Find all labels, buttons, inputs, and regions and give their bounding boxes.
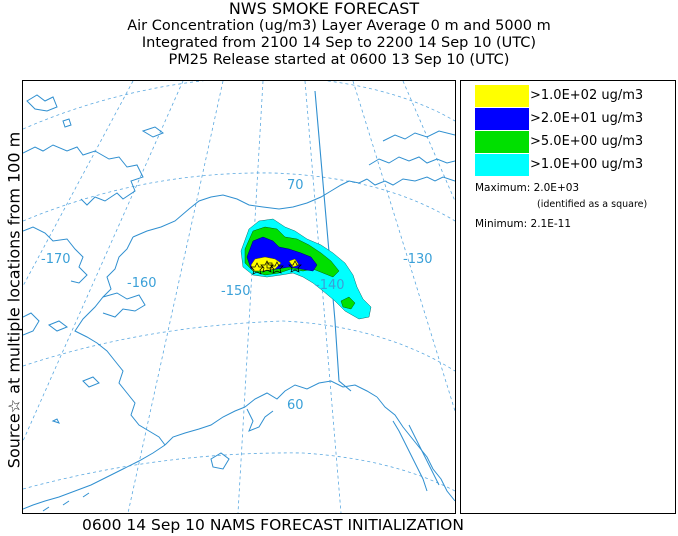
coast-norton-sound xyxy=(102,292,146,318)
longitude-line-140 xyxy=(304,81,342,513)
maximum-note: (identified as a square) xyxy=(537,199,648,210)
coast-panhandle-islands xyxy=(392,420,428,492)
lat-label-70: 70 xyxy=(287,178,304,193)
coast-canada-islands xyxy=(368,156,455,166)
lon-label-170: -170 xyxy=(41,252,71,267)
coast-wrangel xyxy=(141,126,165,138)
longitude-line-150 xyxy=(237,81,264,513)
legend-label-2: >2.0E+01 ug/m3 xyxy=(530,111,644,126)
legend-swatch-3 xyxy=(475,131,529,153)
longitude-line-130 xyxy=(352,81,455,412)
longitude-line-120 xyxy=(402,81,455,202)
legend-label-1: >1.0E+02 ug/m3 xyxy=(530,88,644,103)
latitude-line-80 xyxy=(23,81,455,130)
lon-label-160: -160 xyxy=(127,276,157,291)
latitude-lines xyxy=(23,81,455,492)
source-markers xyxy=(250,260,302,275)
latitude-line-70 xyxy=(23,172,455,222)
legend-panel: >1.0E+02 ug/m3 >2.0E+01 ug/m3 >5.0E+00 u… xyxy=(460,80,676,514)
subtitle-release-time: PM25 Release started at 0600 13 Sep 10 (… xyxy=(168,52,510,68)
legend-label-4: >1.0E+00 ug/m3 xyxy=(530,157,644,172)
coast-panhandle-islands-2 xyxy=(408,424,440,486)
lat-label-60: 60 xyxy=(287,398,304,413)
coast-nunivak xyxy=(82,376,100,388)
lon-label-140: -140 xyxy=(315,278,345,293)
legend-swatch-1 xyxy=(475,85,529,107)
coast-russia-north xyxy=(23,144,144,206)
subtitle-concentration: Air Concentration (ug/m3) Layer Average … xyxy=(127,18,551,34)
latitude-line-50 xyxy=(23,452,455,492)
lon-label-130: -130 xyxy=(403,252,433,267)
subtitle-integration-period: Integrated from 2100 14 Sep to 2200 14 S… xyxy=(141,35,537,51)
coast-kenai xyxy=(246,408,274,432)
coast-alaska-peninsula xyxy=(23,444,166,510)
minimum-value: Minimum: 2.1E-11 xyxy=(475,218,572,230)
coast-pribilofs xyxy=(51,418,60,424)
title-block: NWS SMOKE FORECAST Air Concentration (ug… xyxy=(0,0,678,69)
coast-island-small xyxy=(62,118,72,128)
coast-canada-arctic xyxy=(366,176,455,186)
maximum-value: Maximum: 2.0E+03 xyxy=(475,182,580,194)
graticule-labels: 70 60 -170 -160 -150 -140 -130 xyxy=(41,178,433,413)
coast-kodiak xyxy=(210,452,230,470)
alaska-canada-border xyxy=(314,90,352,392)
plume-green-patch xyxy=(340,296,356,310)
coast-panhandle xyxy=(376,396,455,502)
source-star-icon xyxy=(288,260,302,273)
longitude-line-180 xyxy=(23,81,134,287)
coast-canada-islands-2 xyxy=(382,130,455,142)
map-canvas: 70 60 -170 -160 -150 -140 -130 xyxy=(23,81,455,513)
source-star-icon xyxy=(250,262,264,275)
map-panel: 70 60 -170 -160 -150 -140 -130 xyxy=(22,80,456,514)
source-label: Source☆ at multiple locations from 100 m xyxy=(4,131,24,469)
legend-swatch-4 xyxy=(475,154,529,176)
latitude-line-60 xyxy=(23,320,455,372)
maximum-square xyxy=(266,262,273,269)
coast-bristol-bay xyxy=(164,406,246,446)
plume-contour-yellow xyxy=(250,256,282,272)
legend-label-3: >5.0E+00 ug/m3 xyxy=(530,134,644,149)
longitude-lines xyxy=(23,81,455,513)
coast-alaska-north xyxy=(132,178,368,238)
longitude-line-160 xyxy=(127,81,224,513)
coast-south-central xyxy=(244,380,378,408)
coast-chukotka xyxy=(23,226,88,284)
coast-aleutians xyxy=(42,492,90,512)
lon-label-150: -150 xyxy=(221,284,251,299)
coast-alaska-west xyxy=(74,236,166,446)
forecast-initialization: 0600 14 Sep 10 NAMS FORECAST INITIALIZAT… xyxy=(82,516,464,534)
coast-st-lawrence xyxy=(47,320,69,332)
coastlines xyxy=(23,94,455,512)
smoke-plume xyxy=(240,218,372,320)
legend-swatch-2 xyxy=(475,108,529,130)
coast-russia-east xyxy=(23,312,40,336)
map-title: NWS SMOKE FORECAST xyxy=(228,0,420,18)
coast-arctic-islands xyxy=(26,94,58,112)
